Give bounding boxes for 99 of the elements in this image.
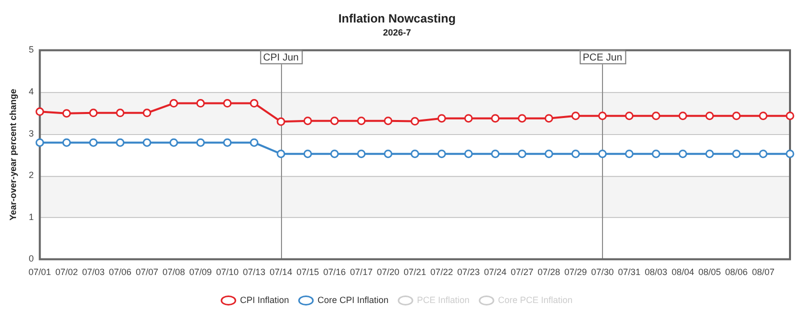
chart-subtitle: 2026-7 — [382, 27, 412, 38]
x-tick-label: 07/16 — [323, 267, 346, 278]
point — [518, 150, 526, 158]
point — [491, 114, 500, 123]
point — [598, 150, 607, 158]
point — [196, 99, 205, 108]
point — [518, 114, 526, 123]
point — [142, 108, 152, 118]
point — [384, 150, 392, 158]
x-tick-label: 07/15 — [296, 267, 319, 278]
point — [544, 114, 554, 123]
point — [437, 114, 446, 123]
point — [303, 150, 312, 158]
x-tick-label: 08/05 — [698, 267, 721, 278]
point — [571, 112, 580, 120]
point — [437, 150, 446, 158]
point — [786, 112, 794, 120]
point — [732, 150, 741, 158]
point — [678, 150, 688, 158]
x-tick-label: 08/06 — [725, 267, 748, 278]
x-tick-label: 07/20 — [376, 267, 400, 278]
legend-label: CPI Inflation — [240, 294, 289, 305]
point — [544, 150, 554, 158]
point — [62, 138, 71, 147]
point — [598, 112, 607, 120]
y-tick-label: 5 — [28, 44, 34, 55]
x-tick-label: 07/01 — [28, 267, 52, 278]
y-tick-label: 2 — [28, 170, 34, 180]
point — [223, 138, 232, 147]
point — [384, 116, 392, 126]
x-tick-label: 07/30 — [591, 267, 614, 278]
x-tick-label: 07/07 — [136, 267, 158, 278]
point — [330, 116, 339, 126]
point — [170, 138, 178, 147]
x-tick-label: 08/04 — [672, 267, 694, 278]
point — [464, 114, 473, 123]
point — [250, 138, 258, 147]
x-tick-label: 07/23 — [457, 267, 480, 278]
point — [223, 99, 232, 108]
point — [250, 99, 258, 108]
point — [758, 150, 768, 158]
point — [276, 117, 286, 126]
point — [357, 116, 366, 126]
x-tick-label: 08/07 — [752, 267, 774, 278]
point — [758, 112, 768, 120]
y-tick-label: 1 — [28, 212, 34, 222]
y-axis-title: Year-over-year percent change — [8, 88, 18, 220]
x-tick-label: 07/13 — [242, 267, 266, 278]
point — [624, 150, 634, 158]
point — [464, 150, 473, 158]
x-tick-label: 07/29 — [564, 267, 587, 278]
point — [89, 138, 98, 147]
x-tick-label: 07/02 — [55, 267, 78, 278]
point — [678, 112, 688, 120]
point — [410, 150, 420, 158]
y-tick-label: 0 — [28, 254, 34, 264]
x-tick-label: 07/10 — [216, 267, 239, 278]
point — [705, 150, 714, 158]
x-tick-label: 07/14 — [270, 267, 292, 278]
point — [116, 138, 124, 147]
x-tick-label: 07/24 — [484, 267, 507, 278]
point — [170, 99, 178, 108]
point — [705, 112, 714, 120]
y-tick-label: 4 — [28, 86, 34, 96]
legend-label: Core CPI Inflation — [317, 294, 389, 305]
x-tick-label: 07/28 — [538, 267, 560, 278]
ref-line-label: PCE Jun — [582, 52, 622, 64]
x-tick-label: 07/22 — [430, 267, 453, 278]
point — [36, 107, 44, 116]
point — [571, 150, 580, 158]
x-tick-label: 07/06 — [108, 267, 132, 278]
point — [357, 150, 366, 158]
point — [116, 108, 124, 118]
point — [652, 150, 660, 158]
point — [652, 112, 660, 120]
x-tick-label: 07/03 — [82, 267, 105, 278]
point — [624, 112, 634, 120]
x-tick-label: 07/09 — [189, 267, 212, 278]
point — [410, 117, 420, 126]
x-tick-label: 07/17 — [350, 267, 373, 278]
x-tick-label: 07/21 — [404, 267, 426, 278]
x-tick-label: 08/03 — [644, 267, 668, 278]
y-tick-label: 3 — [28, 128, 34, 138]
point — [732, 112, 741, 120]
chart-title: Inflation Nowcasting — [338, 12, 456, 26]
point — [276, 150, 286, 158]
point — [142, 138, 152, 147]
point — [36, 138, 44, 147]
x-tick-label: 07/08 — [162, 267, 186, 278]
point — [491, 150, 500, 158]
x-tick-label: 07/31 — [618, 267, 641, 278]
point — [786, 150, 794, 158]
ref-line-label: CPI Jun — [263, 52, 299, 64]
point — [303, 116, 312, 126]
point — [196, 138, 205, 147]
point — [330, 150, 339, 158]
point — [89, 108, 98, 118]
x-tick-label: 07/27 — [510, 267, 534, 278]
point — [62, 109, 71, 118]
